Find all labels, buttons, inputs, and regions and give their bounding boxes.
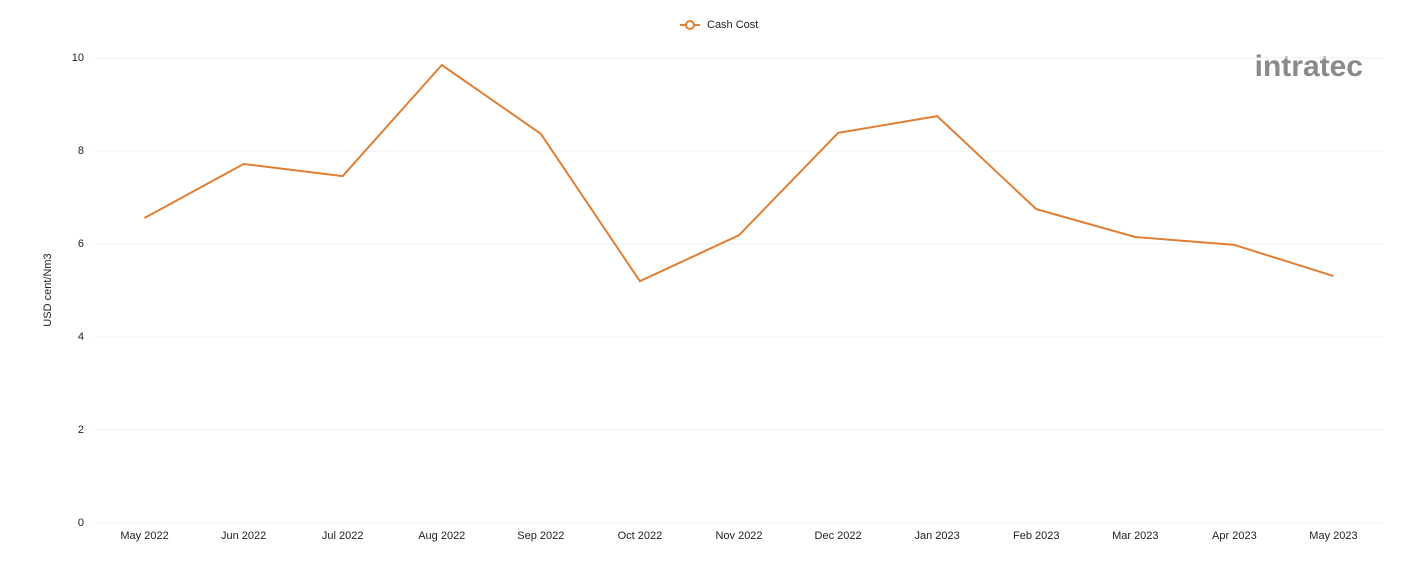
y-tick-label: 10: [72, 52, 84, 64]
watermark: intratec: [1255, 50, 1363, 83]
y-axis-label: USD cent/Nm3: [42, 253, 54, 326]
x-tick-label: Oct 2022: [618, 530, 663, 542]
x-tick-label: Jul 2022: [322, 530, 364, 542]
y-tick-label: 0: [78, 517, 84, 529]
x-tick-label: Aug 2022: [418, 530, 465, 542]
y-tick-label: 4: [78, 331, 84, 343]
x-tick-label: Jun 2022: [221, 530, 266, 542]
x-tick-label: Dec 2022: [815, 530, 862, 542]
legend-label: Cash Cost: [707, 19, 758, 31]
data-line: [144, 64, 1334, 283]
x-tick-label: Feb 2023: [1013, 530, 1059, 542]
x-tick-label: Mar 2023: [1112, 530, 1158, 542]
y-tick-label: 8: [78, 145, 84, 157]
x-tick-label: Jan 2023: [915, 530, 960, 542]
y-tick-label: 2: [78, 424, 84, 436]
y-tick-label: 6: [78, 238, 84, 250]
x-tick-label: Nov 2022: [715, 530, 762, 542]
x-tick-label: Apr 2023: [1212, 530, 1257, 542]
x-tick-label: Sep 2022: [517, 530, 564, 542]
legend-marker: [685, 20, 695, 30]
x-tick-label: May 2022: [120, 530, 168, 542]
x-tick-label: May 2023: [1309, 530, 1357, 542]
